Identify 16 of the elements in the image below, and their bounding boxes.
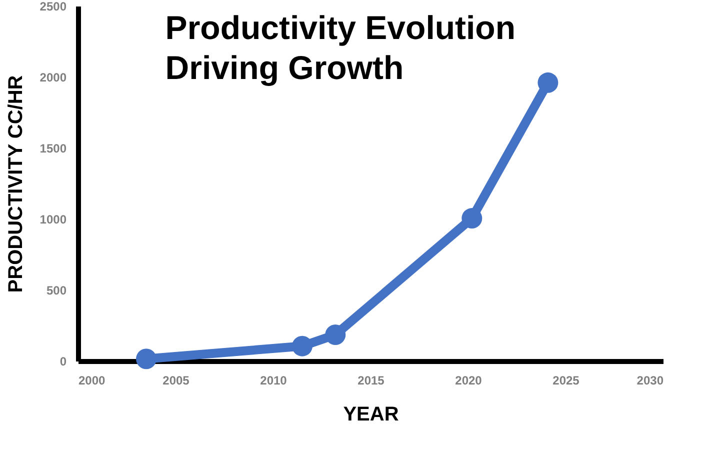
y-axis-title: PRODUCTIVITY CC/HR [4, 74, 27, 293]
y-tick-label: 0 [60, 354, 67, 368]
x-axis-title: YEAR [343, 404, 400, 426]
y-tick-label: 2000 [40, 70, 67, 84]
x-tick-label: 2005 [162, 374, 190, 388]
y-tick-label: 1500 [40, 142, 67, 156]
y-tick-label: 1000 [40, 212, 67, 226]
x-tick-label: 2030 [636, 374, 664, 388]
x-tick-label: 2010 [260, 374, 288, 388]
x-tick-label: 2015 [358, 374, 385, 388]
x-tick-label: 2025 [552, 374, 580, 388]
y-tick-label: 2500 [40, 0, 67, 14]
text: Productivity Evolution Driving Growth [165, 9, 516, 86]
x-tick-label: 2000 [78, 374, 106, 388]
x-tick-label: 2020 [455, 374, 482, 388]
y-tick-label: 500 [46, 284, 67, 298]
